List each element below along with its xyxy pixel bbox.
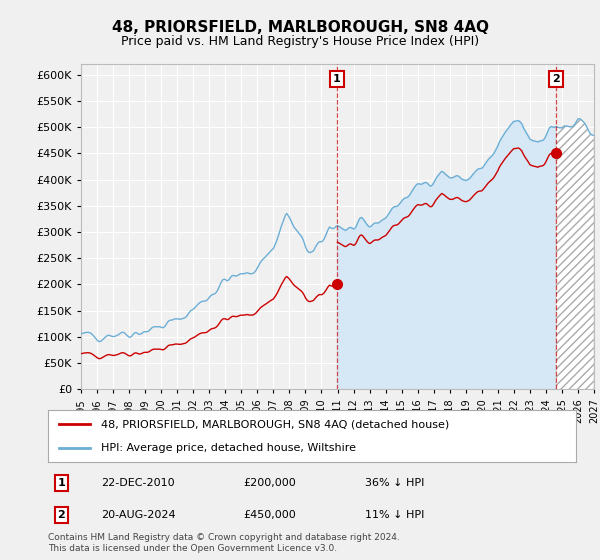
Text: 48, PRIORSFIELD, MARLBOROUGH, SN8 4AQ: 48, PRIORSFIELD, MARLBOROUGH, SN8 4AQ: [112, 20, 488, 35]
Text: HPI: Average price, detached house, Wiltshire: HPI: Average price, detached house, Wilt…: [101, 443, 356, 453]
Text: 1: 1: [333, 74, 341, 84]
Text: 2: 2: [552, 74, 560, 84]
Text: Price paid vs. HM Land Registry's House Price Index (HPI): Price paid vs. HM Land Registry's House …: [121, 35, 479, 48]
Text: £200,000: £200,000: [244, 478, 296, 488]
Text: 20-AUG-2024: 20-AUG-2024: [101, 510, 175, 520]
Text: 22-DEC-2010: 22-DEC-2010: [101, 478, 175, 488]
Text: 48, PRIORSFIELD, MARLBOROUGH, SN8 4AQ (detached house): 48, PRIORSFIELD, MARLBOROUGH, SN8 4AQ (d…: [101, 419, 449, 430]
Text: 11% ↓ HPI: 11% ↓ HPI: [365, 510, 424, 520]
Text: £450,000: £450,000: [244, 510, 296, 520]
Text: 1: 1: [58, 478, 65, 488]
Text: 36% ↓ HPI: 36% ↓ HPI: [365, 478, 424, 488]
Text: 2: 2: [58, 510, 65, 520]
Text: Contains HM Land Registry data © Crown copyright and database right 2024.
This d: Contains HM Land Registry data © Crown c…: [48, 533, 400, 553]
